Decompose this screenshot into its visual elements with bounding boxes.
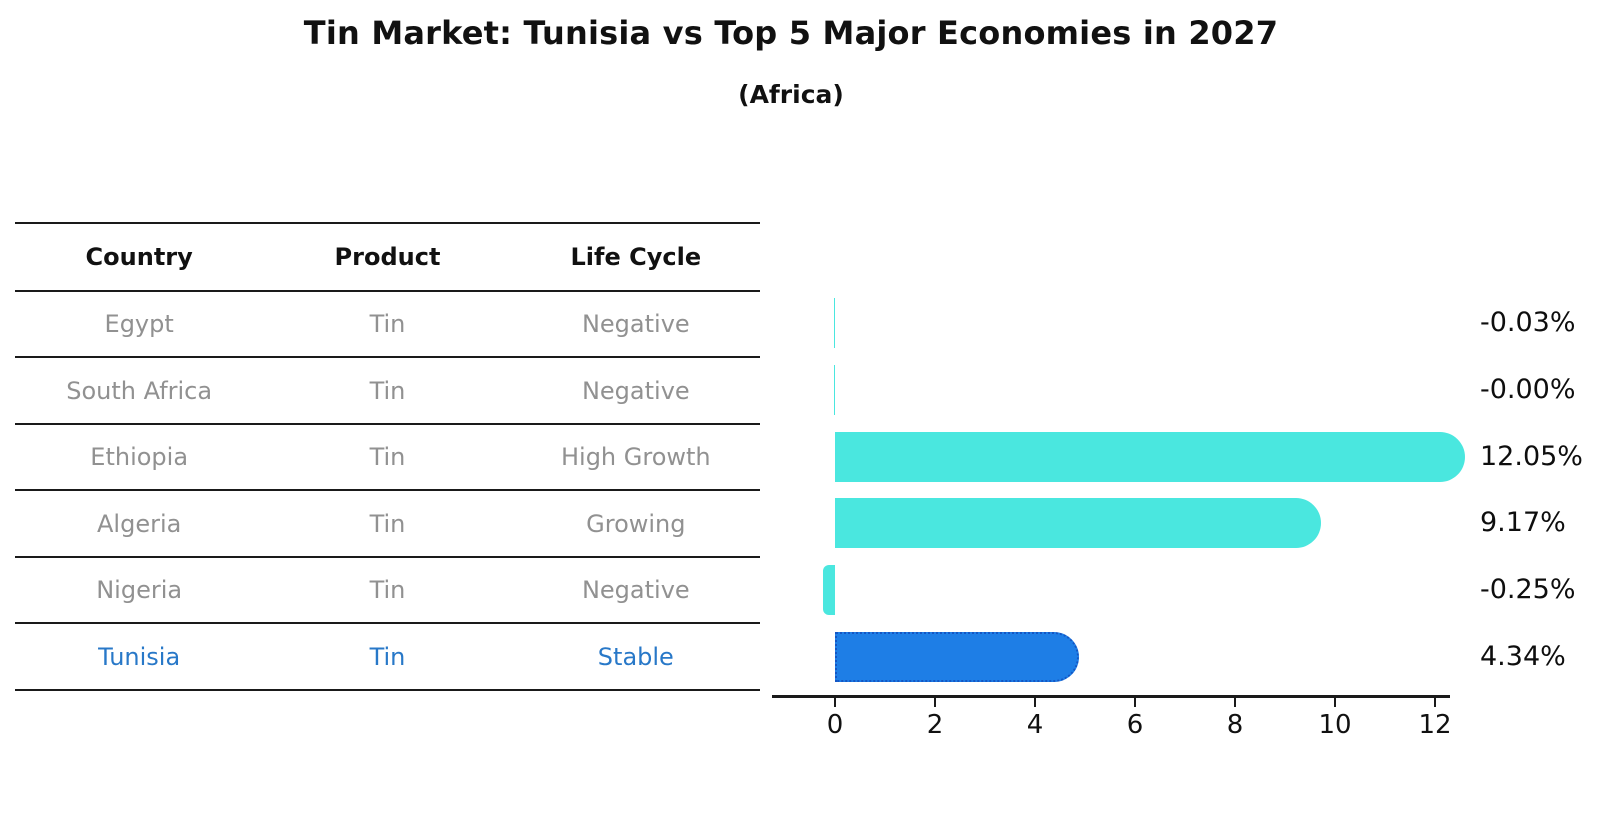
- product-cell: Tin: [369, 376, 406, 405]
- x-tick-label: 12: [1418, 710, 1452, 740]
- value-label-algeria: 9.17%: [1480, 507, 1566, 539]
- country-cell: Algeria: [97, 509, 182, 538]
- product-cell: Tin: [369, 642, 406, 671]
- x-tick-label: 6: [1126, 710, 1144, 740]
- product-cell: Tin: [369, 509, 406, 538]
- bar-south-africa: [834, 365, 835, 416]
- table-row-ethiopia: Ethiopia Tin High Growth: [15, 425, 760, 492]
- chart-title: Tin Market: Tunisia vs Top 5 Major Econo…: [303, 14, 1279, 52]
- country-cell: Egypt: [104, 310, 174, 339]
- bar-algeria: [835, 498, 1321, 549]
- lifecycle-cell: Negative: [581, 376, 690, 405]
- bar-ethiopia: [835, 431, 1465, 482]
- x-tick-mark: [1233, 697, 1237, 707]
- value-label-egypt: -0.03%: [1480, 307, 1576, 339]
- table-header-country: Country: [85, 242, 193, 271]
- value-label-nigeria: -0.25%: [1480, 574, 1576, 606]
- table-row-nigeria: Nigeria Tin Negative: [15, 558, 760, 625]
- table-header-lifecycle: Life Cycle: [570, 242, 702, 271]
- x-axis-line: [772, 695, 1450, 698]
- x-tick-label: 2: [926, 710, 944, 740]
- x-tick-mark: [933, 697, 937, 707]
- product-cell: Tin: [369, 310, 406, 339]
- bar-tunisia: [835, 631, 1079, 682]
- table-row-algeria: Algeria Tin Growing: [15, 491, 760, 558]
- lifecycle-cell: Stable: [597, 642, 674, 671]
- x-tick-label: 8: [1226, 710, 1244, 740]
- table-header-row: Country Product Life Cycle: [15, 224, 760, 292]
- x-tick-label: 10: [1318, 710, 1352, 740]
- value-label-tunisia: 4.34%: [1480, 640, 1566, 672]
- x-tick-mark: [1133, 697, 1137, 707]
- x-tick-label: 4: [1026, 710, 1044, 740]
- country-cell: South Africa: [66, 376, 213, 405]
- country-cell: Tunisia: [98, 642, 181, 671]
- lifecycle-cell: Negative: [581, 310, 690, 339]
- product-cell: Tin: [369, 576, 406, 605]
- x-tick-mark: [1433, 697, 1437, 707]
- table-row-tunisia: Tunisia Tin Stable: [15, 624, 760, 691]
- product-cell: Tin: [369, 443, 406, 472]
- value-label-ethiopia: 12.05%: [1480, 440, 1583, 472]
- country-cell: Nigeria: [96, 576, 183, 605]
- lifecycle-cell: Growing: [586, 509, 686, 538]
- table-header-product: Product: [334, 242, 441, 271]
- lifecycle-cell: Negative: [581, 576, 690, 605]
- bar-nigeria: [822, 565, 835, 616]
- bar-egypt: [833, 298, 835, 349]
- lifecycle-cell: High Growth: [560, 443, 711, 472]
- x-tick-mark: [1333, 697, 1337, 707]
- table-row-south-africa: South Africa Tin Negative: [15, 358, 760, 425]
- x-tick-label: 0: [826, 710, 844, 740]
- chart-subtitle: (Africa): [738, 80, 844, 109]
- table-row-egypt: Egypt Tin Negative: [15, 292, 760, 359]
- value-label-south-africa: -0.00%: [1480, 374, 1576, 406]
- x-tick-mark: [1033, 697, 1037, 707]
- x-tick-mark: [833, 697, 837, 707]
- comparison-table: Country Product Life Cycle Egypt Tin Negat…: [15, 222, 760, 691]
- country-cell: Ethiopia: [90, 443, 189, 472]
